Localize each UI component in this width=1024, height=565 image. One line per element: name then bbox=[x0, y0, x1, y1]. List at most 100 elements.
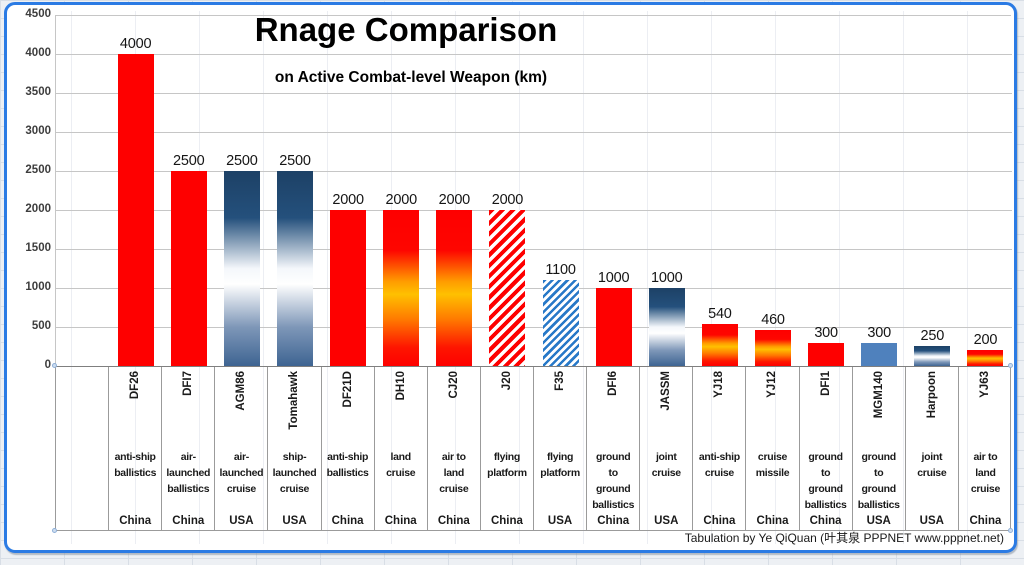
bar-value-label: 300 bbox=[814, 325, 838, 341]
category-type: flying platform bbox=[487, 451, 527, 479]
bar-value-label: 1000 bbox=[597, 270, 630, 286]
category-country: China bbox=[809, 515, 842, 527]
resize-handle[interactable] bbox=[1008, 363, 1013, 368]
bar-F35[interactable] bbox=[542, 280, 579, 366]
y-tick-label: 3000 bbox=[25, 125, 51, 137]
category-country: USA bbox=[866, 515, 891, 527]
gridline bbox=[56, 93, 1012, 94]
category-name: F35 bbox=[554, 371, 567, 391]
bar-YJ18[interactable] bbox=[701, 324, 738, 366]
category-type: joint cruise bbox=[651, 451, 681, 479]
category-country: China bbox=[756, 515, 789, 527]
category-cell-F35: F35 flying platform USA bbox=[534, 367, 588, 530]
category-cell-empty bbox=[56, 367, 110, 530]
bar-value-label: 2000 bbox=[438, 192, 471, 208]
bar-Harpoon[interactable] bbox=[914, 346, 951, 366]
category-type: flying platform bbox=[540, 451, 580, 479]
bar-value-label: 460 bbox=[761, 312, 785, 328]
y-tick-label: 1000 bbox=[25, 281, 51, 293]
bar-DFI7[interactable] bbox=[170, 171, 207, 366]
category-country: China bbox=[119, 515, 152, 527]
category-cell-DF21D: DF21D anti-ship ballistics China bbox=[322, 367, 375, 530]
bar-YJ63[interactable] bbox=[967, 350, 1004, 366]
gridline bbox=[56, 210, 1012, 211]
category-name-wrap: F35 bbox=[534, 371, 586, 391]
resize-handle[interactable] bbox=[52, 363, 57, 368]
category-type: land cruise bbox=[386, 451, 416, 479]
category-country: USA bbox=[282, 515, 307, 527]
bar-CJ20[interactable] bbox=[436, 210, 473, 366]
bar-MGM140[interactable] bbox=[861, 343, 898, 366]
y-tick-label: 3500 bbox=[25, 86, 51, 98]
category-type: air to land cruise bbox=[970, 451, 1000, 495]
bar-DFI1[interactable] bbox=[808, 343, 845, 366]
bar-value-label: 2500 bbox=[279, 153, 311, 169]
bar-value-label: 250 bbox=[920, 328, 945, 344]
category-cell-AGM86: AGM86 air- launched cruise USA bbox=[215, 367, 269, 530]
category-country: China bbox=[597, 515, 630, 527]
bar-DH10[interactable] bbox=[383, 210, 420, 366]
category-country: China bbox=[969, 515, 1002, 527]
bar-AGM86[interactable] bbox=[223, 171, 260, 366]
y-tick-label: 0 bbox=[44, 359, 51, 371]
category-type: air to land cruise bbox=[439, 451, 469, 495]
category-type: ship- launched cruise bbox=[272, 451, 317, 495]
category-country: USA bbox=[547, 515, 573, 527]
category-type: anti-ship ballistics bbox=[326, 451, 369, 479]
category-table: DF26 anti-ship ballistics China DFI7 air- la… bbox=[55, 366, 1011, 531]
category-country: USA bbox=[919, 515, 944, 527]
bar-JASSM[interactable] bbox=[648, 288, 685, 366]
category-country: China bbox=[490, 515, 523, 527]
category-name-wrap: Tomahawk bbox=[268, 371, 320, 430]
category-name-wrap: JASSM bbox=[640, 371, 692, 411]
category-type: anti-ship cruise bbox=[698, 451, 740, 479]
category-country: China bbox=[384, 515, 417, 527]
category-name: DF26 bbox=[129, 371, 142, 400]
gridline bbox=[56, 288, 1012, 289]
category-name-wrap: DFI7 bbox=[162, 371, 214, 396]
bar-value-label: 2500 bbox=[173, 153, 205, 169]
category-name: DFI1 bbox=[819, 371, 832, 396]
category-type: ground to ground ballistics bbox=[592, 451, 635, 511]
category-name: Harpoon bbox=[925, 371, 938, 419]
bar-DFI6[interactable] bbox=[595, 288, 632, 366]
category-country: China bbox=[331, 515, 364, 527]
category-name-wrap: DF26 bbox=[109, 371, 161, 399]
category-name: Tomahawk bbox=[288, 371, 301, 430]
resize-handle[interactable] bbox=[1008, 528, 1013, 533]
category-type: air- launched cruise bbox=[219, 451, 264, 495]
resize-handle[interactable] bbox=[52, 528, 57, 533]
category-cell-Tomahawk: Tomahawk ship- launched cruise USA bbox=[268, 367, 322, 530]
bar-YJ12[interactable] bbox=[755, 330, 791, 366]
category-cell-DFI1: DFI1 ground to ground ballistics China bbox=[800, 367, 853, 530]
gridline bbox=[56, 54, 1012, 55]
bar-DF21D[interactable] bbox=[330, 210, 367, 366]
category-type: anti-ship ballistics bbox=[114, 451, 157, 479]
category-country: USA bbox=[654, 515, 679, 527]
category-cell-MGM140: MGM140 ground to ground ballistics USA bbox=[853, 367, 906, 530]
y-tick-label: 4500 bbox=[25, 8, 51, 20]
gridline bbox=[56, 171, 1012, 172]
category-name-wrap: J20 bbox=[481, 371, 533, 390]
category-cell-CJ20: CJ20 air to land cruise China bbox=[428, 367, 481, 530]
category-name-wrap: MGM140 bbox=[853, 371, 905, 418]
category-name-wrap: DFI6 bbox=[587, 371, 639, 396]
bar-value-label: 300 bbox=[867, 325, 892, 341]
y-tick-label: 1500 bbox=[25, 242, 51, 254]
bar-value-label: 1100 bbox=[545, 262, 576, 278]
bar-Tomahawk[interactable] bbox=[277, 171, 313, 366]
bar-value-label: 2000 bbox=[385, 192, 417, 208]
bar-J20[interactable] bbox=[489, 210, 526, 366]
category-name: YJ18 bbox=[713, 371, 726, 398]
category-country: China bbox=[703, 515, 736, 527]
chart-frame[interactable]: 0 500 1000 1500 2000 2500 3000 3500 4000 4500 Rna… bbox=[4, 2, 1017, 553]
plot-area: 4000 2500 2500 2500 2000 2000 2000 2000 1100 1000… bbox=[55, 15, 1012, 366]
category-country: USA bbox=[229, 515, 254, 527]
category-name: YJ63 bbox=[979, 371, 992, 398]
category-name: DFI7 bbox=[182, 371, 195, 396]
bar-DF26[interactable] bbox=[117, 54, 154, 366]
bar-value-label: 2000 bbox=[491, 192, 524, 208]
category-cell-JASSM: JASSM joint cruise USA bbox=[640, 367, 694, 530]
category-name-wrap: Harpoon bbox=[906, 371, 958, 418]
